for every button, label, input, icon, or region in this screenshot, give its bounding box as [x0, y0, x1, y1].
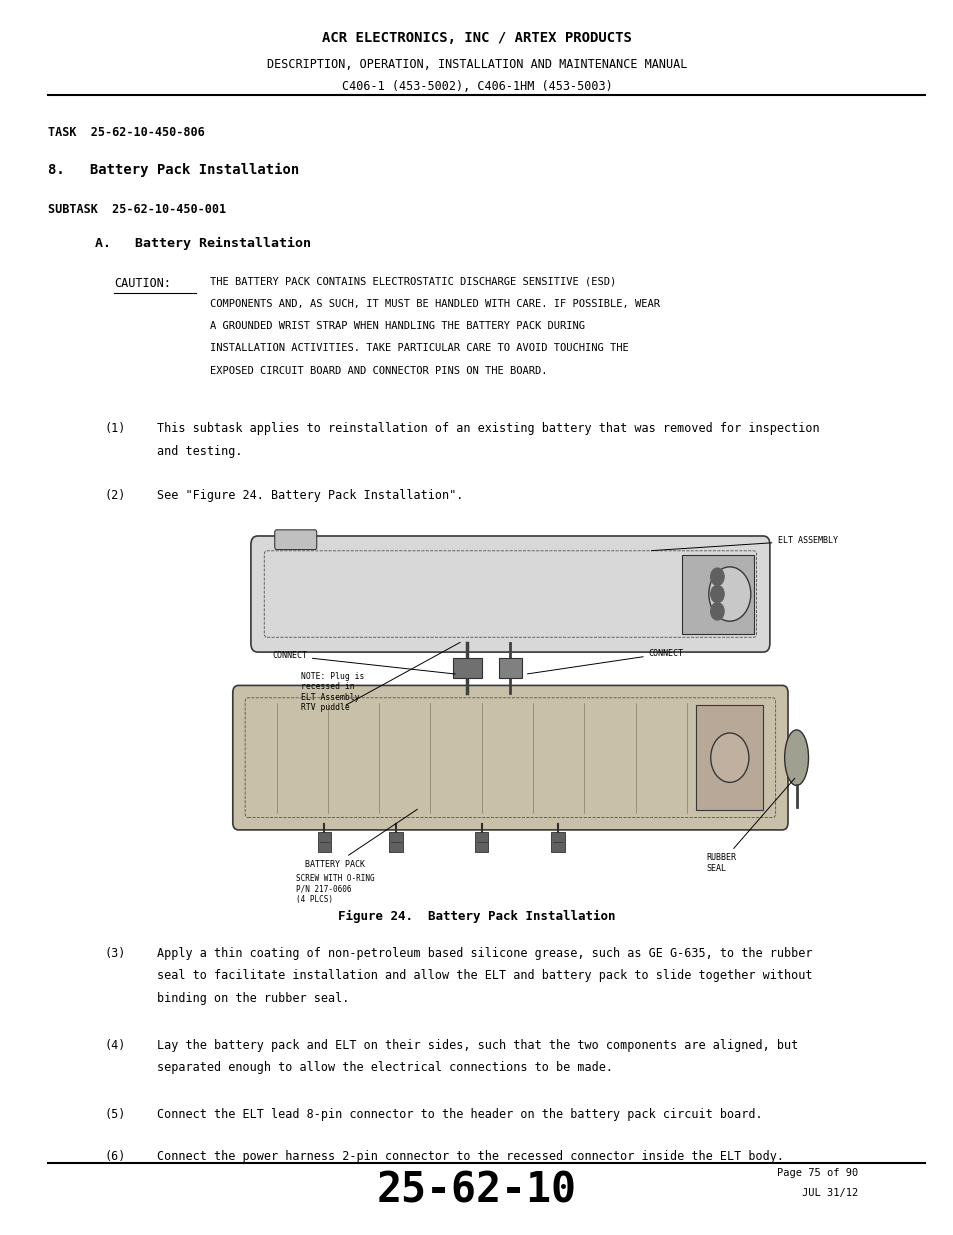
- Text: 8.   Battery Pack Installation: 8. Battery Pack Installation: [48, 163, 298, 177]
- Text: C406-1 (453-5002), C406-1HM (453-5003): C406-1 (453-5002), C406-1HM (453-5003): [341, 80, 612, 94]
- FancyBboxPatch shape: [274, 530, 316, 550]
- FancyBboxPatch shape: [251, 536, 769, 652]
- Text: Page 75 of 90: Page 75 of 90: [777, 1168, 858, 1178]
- Text: Lay the battery pack and ELT on their sides, such that the two components are al: Lay the battery pack and ELT on their si…: [157, 1039, 798, 1052]
- Text: and testing.: and testing.: [157, 445, 243, 458]
- Text: This subtask applies to reinstallation of an existing battery that was removed f: This subtask applies to reinstallation o…: [157, 422, 820, 436]
- Circle shape: [710, 603, 723, 620]
- Text: separated enough to allow the electrical connections to be made.: separated enough to allow the electrical…: [157, 1061, 613, 1074]
- Text: (1): (1): [105, 422, 126, 436]
- Text: (3): (3): [105, 947, 126, 961]
- Text: SUBTASK  25-62-10-450-001: SUBTASK 25-62-10-450-001: [48, 203, 226, 216]
- Text: INSTALLATION ACTIVITIES. TAKE PARTICULAR CARE TO AVOID TOUCHING THE: INSTALLATION ACTIVITIES. TAKE PARTICULAR…: [210, 343, 628, 353]
- Text: (5): (5): [105, 1108, 126, 1121]
- Text: CONNECT: CONNECT: [272, 651, 455, 674]
- Text: SCREW WITH O-RING
P/N 217-0606
(4 PLCS): SCREW WITH O-RING P/N 217-0606 (4 PLCS): [295, 874, 374, 904]
- Text: (4): (4): [105, 1039, 126, 1052]
- Circle shape: [710, 585, 723, 603]
- Text: RUBBER
SEAL: RUBBER SEAL: [705, 778, 794, 873]
- Text: THE BATTERY PACK CONTAINS ELECTROSTATIC DISCHARGE SENSITIVE (ESD): THE BATTERY PACK CONTAINS ELECTROSTATIC …: [210, 277, 616, 287]
- Text: BATTERY PACK: BATTERY PACK: [305, 809, 417, 868]
- Text: A GROUNDED WRIST STRAP WHEN HANDLING THE BATTERY PACK DURING: A GROUNDED WRIST STRAP WHEN HANDLING THE…: [210, 321, 584, 331]
- Text: 25-62-10: 25-62-10: [376, 1170, 577, 1212]
- Bar: [475, 832, 488, 852]
- Ellipse shape: [783, 730, 807, 785]
- FancyBboxPatch shape: [233, 685, 787, 830]
- Text: COMPONENTS AND, AS SUCH, IT MUST BE HANDLED WITH CARE. IF POSSIBLE, WEAR: COMPONENTS AND, AS SUCH, IT MUST BE HAND…: [210, 299, 659, 309]
- Text: binding on the rubber seal.: binding on the rubber seal.: [157, 992, 350, 1005]
- Bar: [389, 832, 402, 852]
- Text: See "Figure 24. Battery Pack Installation".: See "Figure 24. Battery Pack Installatio…: [157, 489, 463, 503]
- Bar: [551, 832, 564, 852]
- Circle shape: [710, 734, 748, 783]
- Text: TASK  25-62-10-450-806: TASK 25-62-10-450-806: [48, 126, 204, 140]
- Text: Connect the ELT lead 8-pin connector to the header on the battery pack circuit b: Connect the ELT lead 8-pin connector to …: [157, 1108, 762, 1121]
- Circle shape: [710, 568, 723, 585]
- Text: (2): (2): [105, 489, 126, 503]
- Text: ACR ELECTRONICS, INC / ARTEX PRODUCTS: ACR ELECTRONICS, INC / ARTEX PRODUCTS: [322, 31, 631, 44]
- Text: seal to facilitate installation and allow the ELT and battery pack to slide toge: seal to facilitate installation and allo…: [157, 969, 812, 983]
- Text: A.   Battery Reinstallation: A. Battery Reinstallation: [95, 237, 311, 251]
- Text: Connect the power harness 2-pin connector to the recessed connector inside the E: Connect the power harness 2-pin connecto…: [157, 1150, 783, 1163]
- Text: CONNECT: CONNECT: [527, 648, 683, 674]
- Text: NOTE: Plug is
recessed in
ELT Assembly
RTV puddle: NOTE: Plug is recessed in ELT Assembly R…: [300, 672, 363, 713]
- Text: Apply a thin coating of non-petroleum based silicone grease, such as GE G-635, t: Apply a thin coating of non-petroleum ba…: [157, 947, 812, 961]
- Text: (6): (6): [105, 1150, 126, 1163]
- Text: DESCRIPTION, OPERATION, INSTALLATION AND MAINTENANCE MANUAL: DESCRIPTION, OPERATION, INSTALLATION AND…: [267, 58, 686, 72]
- Bar: [453, 658, 481, 678]
- Bar: [696, 705, 762, 810]
- Bar: [681, 555, 753, 634]
- Text: EXPOSED CIRCUIT BOARD AND CONNECTOR PINS ON THE BOARD.: EXPOSED CIRCUIT BOARD AND CONNECTOR PINS…: [210, 366, 547, 375]
- Text: ELT ASSEMBLY: ELT ASSEMBLY: [651, 536, 837, 551]
- Text: CAUTION:: CAUTION:: [114, 277, 172, 290]
- Bar: [498, 658, 521, 678]
- Text: JUL 31/12: JUL 31/12: [801, 1188, 858, 1198]
- Circle shape: [708, 567, 750, 621]
- Bar: [317, 832, 331, 852]
- Text: Figure 24.  Battery Pack Installation: Figure 24. Battery Pack Installation: [338, 910, 615, 924]
